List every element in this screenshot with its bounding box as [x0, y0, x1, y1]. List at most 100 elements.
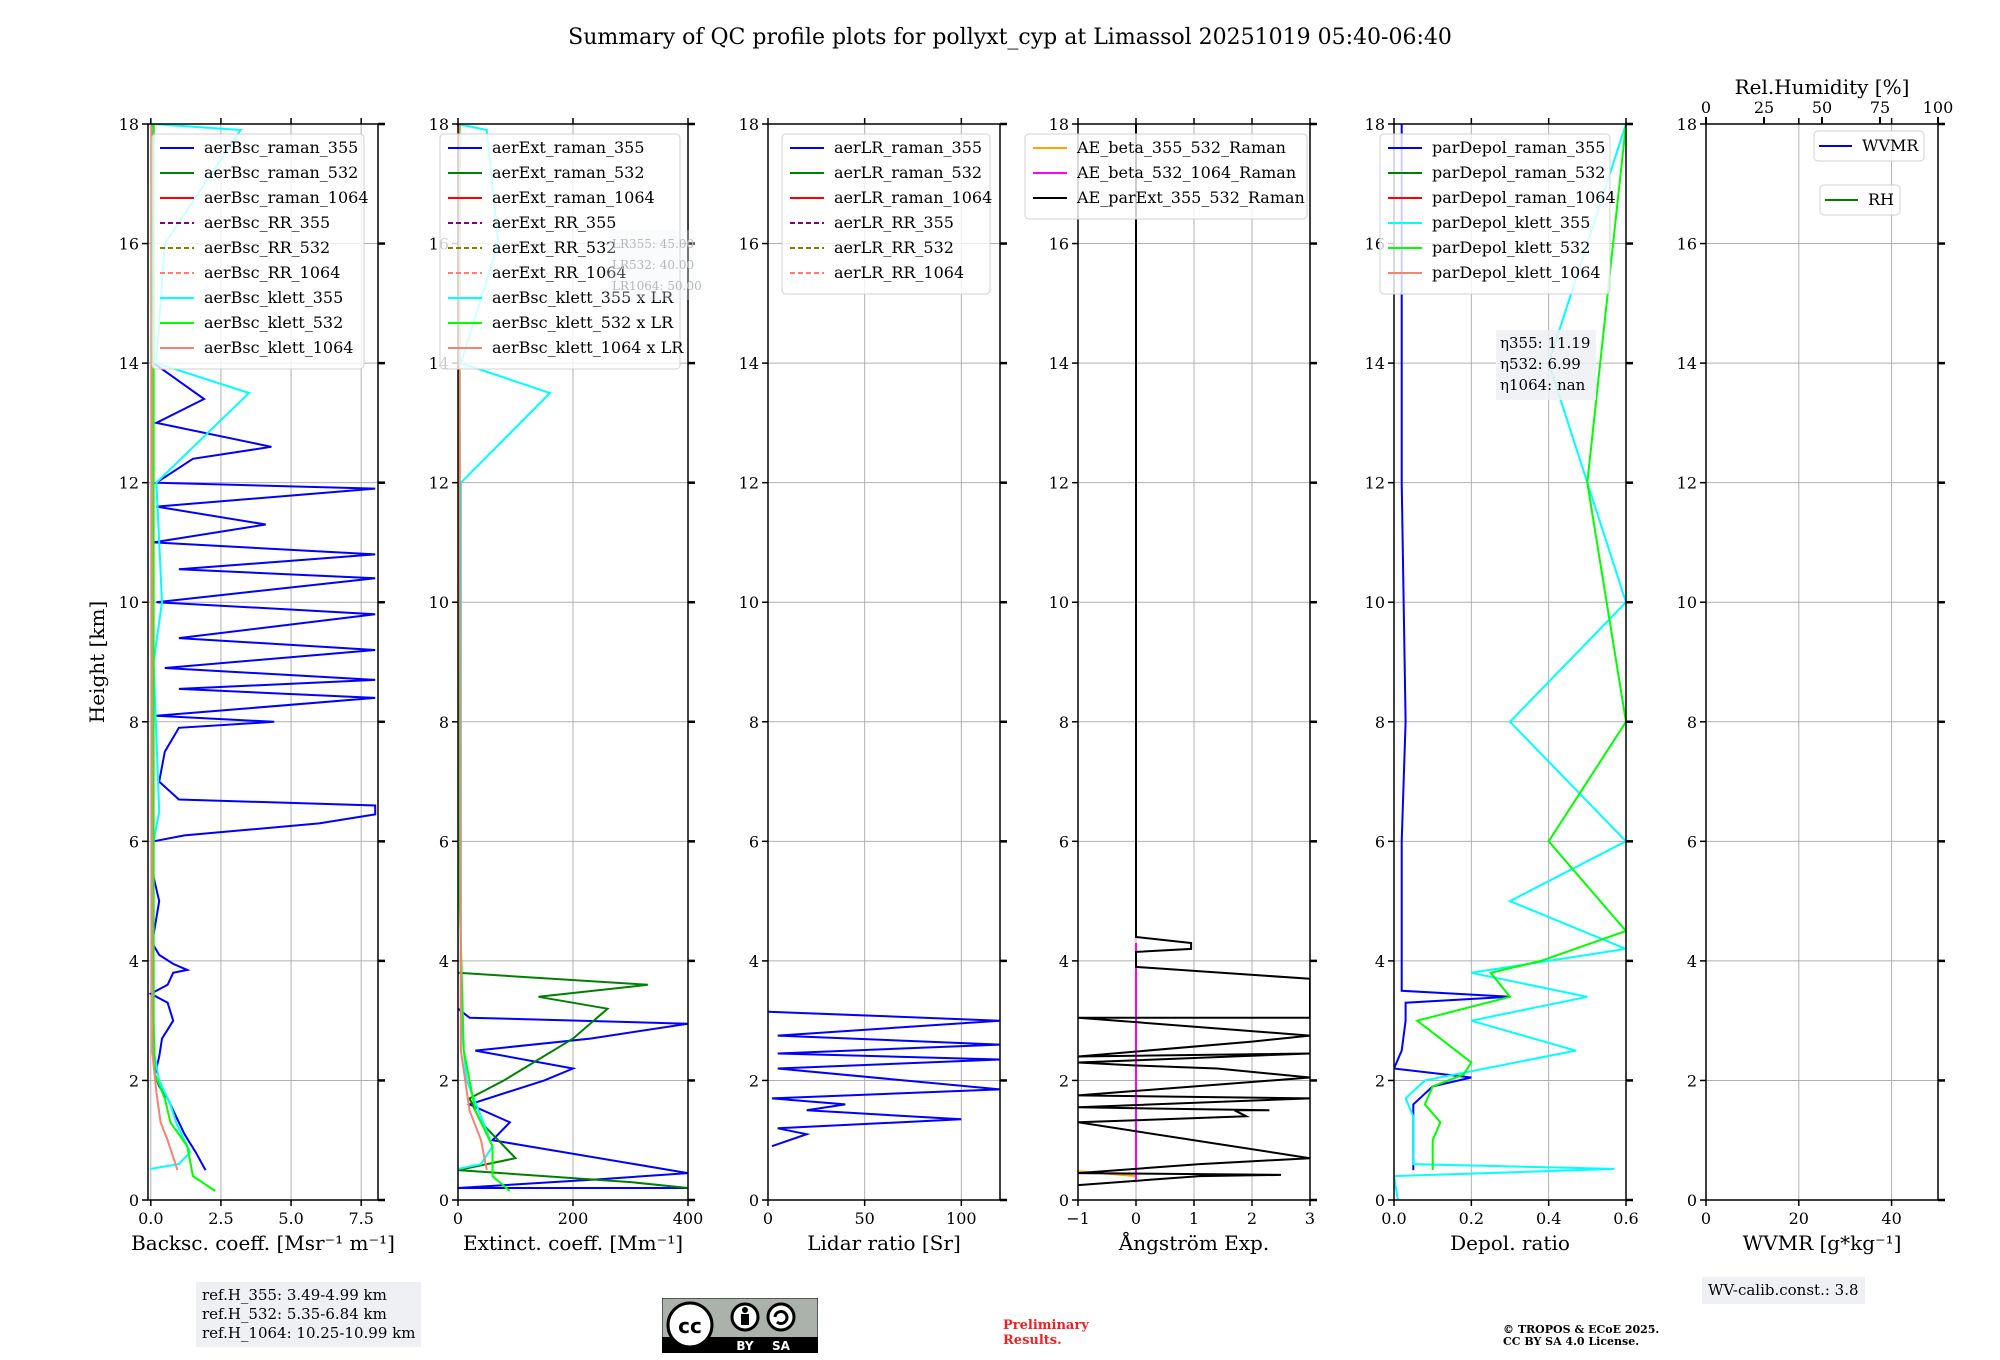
- x-tick-label: 400: [673, 1209, 704, 1228]
- x-tick-label: −1: [1066, 1209, 1090, 1228]
- axes-frame: [1077, 123, 1311, 1201]
- y-tick-label: 4: [439, 952, 449, 971]
- series-line-parDepol-klett-532: [1414, 124, 1626, 1171]
- legend-label: aerExt_RR_355: [492, 213, 616, 232]
- series-line-aerLR-raman-355: [768, 1010, 1000, 1148]
- x-axis-label: Extinct. coeff. [Mm⁻¹]: [463, 1231, 683, 1255]
- legend-label: aerBsc_klett_1064 x LR: [492, 338, 684, 357]
- sa-text: SA: [772, 1339, 791, 1353]
- panel-water_vapor: 0 20 40 0 2 4 6 8 10 12 14 16 18 WVMR [g*kg⁻¹] 0 25 50 75…: [1677, 75, 1954, 1255]
- legend-label: aerExt_raman_1064: [492, 188, 655, 207]
- x-tick-label: 7.5: [348, 1209, 373, 1228]
- preliminary-line-2: Results.: [1003, 1333, 1062, 1348]
- y-tick-label: 10: [1677, 593, 1697, 612]
- series-line-aerExt-raman-355: [458, 1007, 688, 1189]
- x-tick-label: 5.0: [278, 1209, 303, 1228]
- y-tick-label: 4: [1687, 952, 1697, 971]
- x-axis-label: Ångström Exp.: [1118, 1230, 1269, 1255]
- legend-box: [781, 133, 991, 295]
- legend-label: aerBsc_RR_1064: [204, 263, 340, 282]
- legend-label: AE_parExt_355_532_Raman: [1076, 188, 1305, 207]
- annotation-line: LR355: 45.00: [612, 237, 694, 251]
- legend-label: aerBsc_klett_355 x LR: [492, 288, 674, 307]
- panel-lidar_ratio: 0 50 100 0 2 4 6 8 10 12 14 16 18 Lidar ratio [Sr] aer…: [739, 115, 1007, 1255]
- legend-label: aerBsc_raman_1064: [204, 188, 369, 207]
- x-axis-label: Depol. ratio: [1450, 1231, 1570, 1255]
- annotation-line: η1064: nan: [1500, 376, 1586, 394]
- y-tick-label: 0: [1687, 1191, 1697, 1210]
- y-tick-label: 0: [749, 1191, 759, 1210]
- legend-label: RH: [1868, 190, 1894, 209]
- legend-label: parDepol_raman_532: [1432, 163, 1605, 182]
- legend-label: AE_beta_355_532_Raman: [1076, 138, 1286, 157]
- annotation-background: [1496, 330, 1596, 400]
- annotation-line: η532: 6.99: [1500, 355, 1581, 373]
- y-tick-label: 2: [439, 1071, 449, 1090]
- legend-label: parDepol_klett_1064: [1432, 263, 1601, 282]
- y-tick-label: 10: [1049, 593, 1069, 612]
- x-tick-label: 200: [558, 1209, 589, 1228]
- y-tick-label: 0: [1375, 1191, 1385, 1210]
- legend-box: [1813, 130, 1925, 162]
- y-tick-label: 4: [129, 952, 139, 971]
- y-tick-label: 12: [119, 474, 139, 493]
- legend-box: [439, 133, 681, 370]
- y-tick-label: 18: [1677, 115, 1697, 134]
- preliminary-results-note: Preliminary Results.: [1003, 1318, 1089, 1348]
- legend-label: aerExt_raman_355: [492, 138, 645, 157]
- legend-box: [1379, 133, 1611, 295]
- y-tick-label: 16: [119, 235, 139, 254]
- legend-label: parDepol_klett_355: [1432, 213, 1590, 232]
- legend-label: aerLR_RR_1064: [834, 263, 964, 282]
- series-line-aerBsc-klett-532: [152, 124, 216, 1192]
- legend-label: WVMR: [1862, 136, 1919, 155]
- legend-label: aerLR_raman_532: [834, 163, 982, 182]
- series-line-parDepol-raman-355: [1394, 124, 1511, 1171]
- axes-frame: [147, 123, 379, 1201]
- axes-frame: [1393, 123, 1627, 1201]
- y-tick-label: 10: [1365, 593, 1385, 612]
- y-tick-label: 14: [739, 354, 759, 373]
- series-line-parDepol-klett-355: [1394, 124, 1626, 1200]
- y-tick-label: 4: [749, 952, 759, 971]
- x-tick-label: 1: [1189, 1209, 1199, 1228]
- legend-label: aerBsc_klett_532: [204, 313, 343, 332]
- x-tick-label: 0.4: [1536, 1209, 1561, 1228]
- y-tick-label: 0: [129, 1191, 139, 1210]
- share-alike-icon: [766, 1302, 796, 1332]
- y-tick-label: 8: [749, 713, 759, 732]
- x-tick-label: 0: [453, 1209, 463, 1228]
- y-tick-label: 18: [429, 115, 449, 134]
- legend-label: aerBsc_RR_355: [204, 213, 330, 232]
- top-x-tick-label: 100: [1923, 98, 1954, 117]
- y-tick-label: 8: [439, 713, 449, 732]
- y-tick-label: 6: [1375, 832, 1385, 851]
- legend-label: aerBsc_klett_355: [204, 288, 343, 307]
- annotation-line: η355: 11.19: [1500, 334, 1590, 352]
- y-tick-label: 12: [429, 474, 449, 493]
- annotation-background: [608, 230, 696, 300]
- y-tick-label: 16: [1677, 235, 1697, 254]
- by-text: BY: [736, 1339, 753, 1353]
- y-tick-label: 12: [1677, 474, 1697, 493]
- y-tick-label: 0: [439, 1191, 449, 1210]
- wv-calibration-box: WV-calib.const.: 3.8: [1702, 1277, 1865, 1304]
- legend: AE_beta_355_532_Raman AE_beta_532_1064_Ra…: [1024, 133, 1308, 220]
- series-line-aerBsc-raman-355: [148, 124, 377, 1171]
- legend-label: aerBsc_RR_532: [204, 238, 330, 257]
- y-tick-label: 12: [1049, 474, 1069, 493]
- legend-label: aerBsc_klett_1064: [204, 338, 353, 357]
- legend-label: aerLR_RR_532: [834, 238, 954, 257]
- axes-frame: [1705, 123, 1939, 1201]
- y-tick-label: 0: [1059, 1191, 1069, 1210]
- annotation-box: η355: 11.19 η532: 6.99 η1064: nan: [1496, 330, 1596, 400]
- x-tick-label: 100: [946, 1209, 977, 1228]
- x-tick-label: 0: [1701, 1209, 1711, 1228]
- series-line-aerBsc-klett-1064-x-LR: [458, 124, 488, 1171]
- x-tick-label: 0.0: [138, 1209, 163, 1228]
- y-tick-label: 18: [119, 115, 139, 134]
- y-tick-label: 18: [1049, 115, 1069, 134]
- y-tick-label: 4: [1059, 952, 1069, 971]
